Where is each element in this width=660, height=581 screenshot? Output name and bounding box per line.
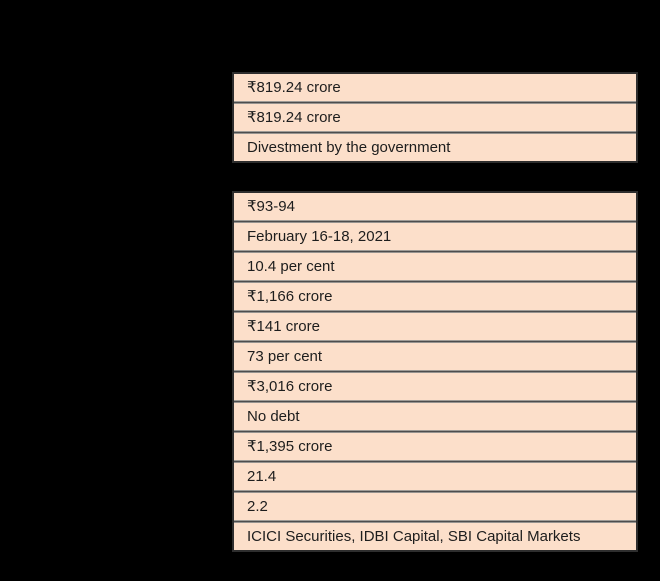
row-divider — [234, 460, 636, 463]
row-divider — [234, 430, 636, 433]
row-divider — [234, 310, 636, 313]
row-divider — [234, 280, 636, 283]
row-divider — [234, 340, 636, 343]
row-divider — [234, 370, 636, 373]
table-row: 10.4 per cent — [234, 253, 636, 280]
table-row: ICICI Securities, IDBI Capital, SBI Capi… — [234, 523, 636, 550]
row-divider — [234, 131, 636, 134]
row-divider — [234, 400, 636, 403]
table-row: ₹819.24 crore — [234, 104, 636, 131]
table-row: ₹1,395 crore — [234, 433, 636, 460]
row-divider — [234, 250, 636, 253]
table-row: ₹819.24 crore — [234, 74, 636, 101]
table-row: February 16-18, 2021 — [234, 223, 636, 250]
table-row: ₹3,016 crore — [234, 373, 636, 400]
table-row: No debt — [234, 403, 636, 430]
table-row: 73 per cent — [234, 343, 636, 370]
upper-value-table: ₹819.24 crore ₹819.24 crore Divestment b… — [232, 72, 638, 163]
table-row: 2.2 — [234, 493, 636, 520]
row-divider — [234, 490, 636, 493]
table-row: ₹93-94 — [234, 193, 636, 220]
lower-value-table: ₹93-94 February 16-18, 2021 10.4 per cen… — [232, 191, 638, 552]
row-divider — [234, 520, 636, 523]
row-divider — [234, 101, 636, 104]
table-row: ₹1,166 crore — [234, 283, 636, 310]
row-divider — [234, 220, 636, 223]
table-row: ₹141 crore — [234, 313, 636, 340]
table-row: 21.4 — [234, 463, 636, 490]
table-row: Divestment by the government — [234, 134, 636, 161]
